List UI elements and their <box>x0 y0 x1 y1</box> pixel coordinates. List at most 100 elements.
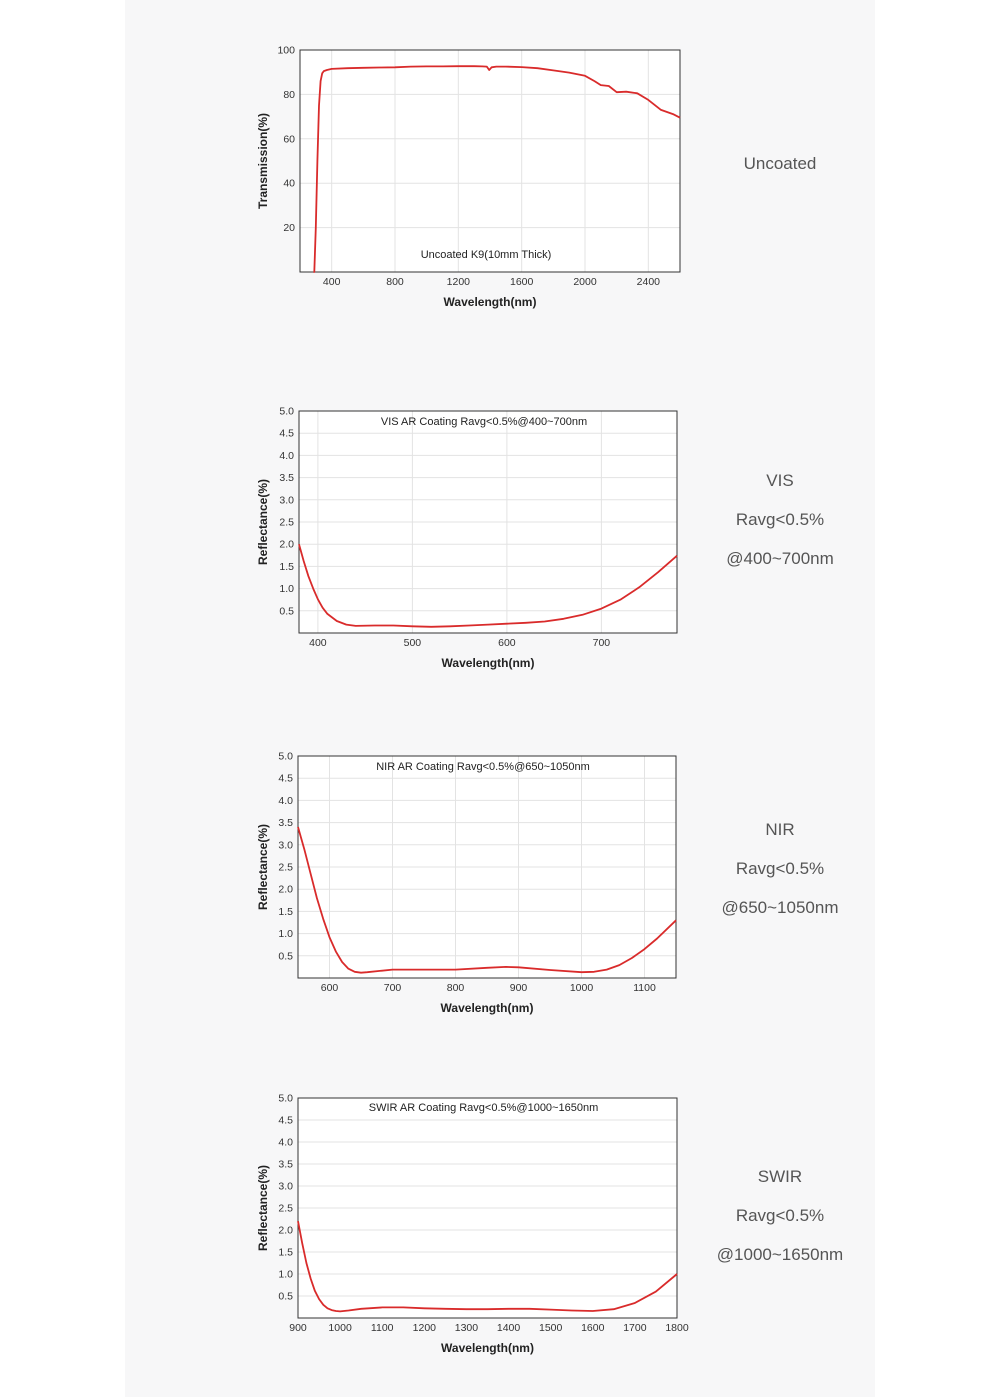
x-tick-label: 1700 <box>623 1322 647 1334</box>
y-tick-label: 4.5 <box>278 1115 293 1127</box>
plot-area <box>300 50 680 272</box>
y-tick-label: 0.5 <box>278 950 293 962</box>
x-tick-label: 800 <box>386 276 404 288</box>
y-tick-label: 20 <box>283 222 295 234</box>
x-tick-label: 400 <box>309 637 327 649</box>
y-tick-label: 0.5 <box>279 605 294 617</box>
chart-4: 0.5 1.0 1.5 2.0 2.5 3.0 3.5 4.0 4.5 5.0 900 1000 110… <box>256 1093 689 1356</box>
y-axis-label: Reflectance(%) <box>256 824 270 910</box>
x-tick-label: 700 <box>384 982 402 994</box>
y-tick-label: 3.0 <box>278 839 293 851</box>
side-label-swir: SWIR Ravg<0.5% @1000~1650nm <box>680 1165 880 1282</box>
x-tick-label: 2000 <box>573 276 597 288</box>
y-tick-label: 3.5 <box>279 472 294 484</box>
y-tick-label: 1.0 <box>279 583 294 595</box>
series-line <box>298 543 678 628</box>
x-axis-label: Wavelength(nm) <box>444 295 537 309</box>
x-tick-label: 700 <box>593 637 611 649</box>
series-line <box>313 65 681 273</box>
x-axis-label: Wavelength(nm) <box>441 1001 534 1015</box>
side-label-line: VIS <box>766 471 794 490</box>
y-tick-label: 1.5 <box>278 906 293 918</box>
y-tick-label: 4.0 <box>278 795 293 807</box>
y-tick-label: 5.0 <box>278 751 293 763</box>
x-tick-label: 1000 <box>328 1322 352 1334</box>
chart-title: SWIR AR Coating Ravg<0.5%@1000~1650nm <box>369 1102 598 1114</box>
x-tick-label: 1100 <box>633 982 656 994</box>
x-tick-label: 1400 <box>497 1322 521 1334</box>
x-tick-label: 1100 <box>371 1322 394 1334</box>
x-tick-label: 600 <box>321 982 339 994</box>
side-label-line: SWIR <box>757 1167 803 1186</box>
y-tick-label: 2.0 <box>278 884 293 896</box>
side-label-line: Ravg<0.5% <box>735 510 825 529</box>
x-tick-label: 1800 <box>665 1322 689 1334</box>
chart-title: VIS AR Coating Ravg<0.5%@400~700nm <box>381 416 587 428</box>
y-tick-label: 3.0 <box>279 494 294 506</box>
side-label-line: NIR <box>765 820 795 839</box>
y-axis-label: Reflectance(%) <box>256 479 270 565</box>
chart-title: Uncoated K9(10mm Thick) <box>421 249 552 261</box>
x-tick-label: 600 <box>498 637 516 649</box>
plot-frame <box>298 410 678 634</box>
y-tick-label: 5.0 <box>278 1093 293 1105</box>
x-tick-label: 1600 <box>581 1322 605 1334</box>
x-tick-label: 500 <box>404 637 422 649</box>
y-tick-label: 2.0 <box>279 539 294 551</box>
chart-title: NIR AR Coating Ravg<0.5%@650~1050nm <box>376 761 590 773</box>
y-tick-label: 1.0 <box>278 1269 293 1281</box>
y-tick-label: 5.0 <box>279 406 294 418</box>
plot-frame <box>297 755 677 979</box>
y-tick-label: 4.5 <box>278 773 293 785</box>
y-tick-label: 2.5 <box>278 1203 293 1215</box>
y-axis-label: Reflectance(%) <box>256 1165 270 1251</box>
y-tick-label: 3.5 <box>278 1159 293 1171</box>
x-tick-label: 1600 <box>510 276 534 288</box>
x-axis-label: Wavelength(nm) <box>442 656 535 670</box>
y-tick-label: 2.0 <box>278 1225 293 1237</box>
chart-1: 20 40 60 80 100 400 800 1200 1600 2000 2400 Uncoate… <box>256 45 681 309</box>
y-tick-label: 2.5 <box>279 517 294 529</box>
y-tick-label: 3.0 <box>278 1181 293 1193</box>
x-tick-label: 1500 <box>539 1322 563 1334</box>
side-label-uncoated: Uncoated <box>680 152 880 191</box>
x-tick-label: 800 <box>447 982 465 994</box>
chart-3: 0.5 1.0 1.5 2.0 2.5 3.0 3.5 4.0 4.5 5.0 600 700 800 9… <box>256 751 677 1015</box>
x-tick-label: 1000 <box>570 982 594 994</box>
chart-2: 0.5 1.0 1.5 2.0 2.5 3.0 3.5 4.0 4.5 5.0 400 500 600 7… <box>256 406 678 670</box>
side-label-line: Uncoated <box>743 154 817 173</box>
x-tick-label: 400 <box>323 276 341 288</box>
side-label-nir: NIR Ravg<0.5% @650~1050nm <box>680 818 880 935</box>
x-tick-label: 1200 <box>447 276 471 288</box>
y-tick-label: 40 <box>283 178 295 190</box>
y-tick-label: 100 <box>277 45 295 57</box>
x-tick-label: 900 <box>510 982 528 994</box>
x-tick-label: 2400 <box>637 276 661 288</box>
series-line <box>297 1221 678 1313</box>
side-label-vis: VIS Ravg<0.5% @400~700nm <box>680 469 880 586</box>
y-tick-label: 4.5 <box>279 428 294 440</box>
y-tick-label: 80 <box>283 89 295 101</box>
side-label-line: @1000~1650nm <box>716 1245 844 1264</box>
y-tick-label: 4.0 <box>278 1137 293 1149</box>
plot-frame <box>299 49 681 273</box>
y-tick-label: 2.5 <box>278 862 293 874</box>
side-label-line: Ravg<0.5% <box>735 859 825 878</box>
y-tick-label: 60 <box>283 133 295 145</box>
side-label-line: Ravg<0.5% <box>735 1206 825 1225</box>
y-tick-label: 3.5 <box>278 817 293 829</box>
y-tick-label: 1.5 <box>279 561 294 573</box>
plot-frame <box>297 1097 678 1319</box>
side-label-line: @400~700nm <box>726 549 834 568</box>
x-tick-label: 1200 <box>413 1322 437 1334</box>
x-tick-label: 900 <box>289 1322 307 1334</box>
y-tick-label: 1.5 <box>278 1247 293 1259</box>
y-tick-label: 4.0 <box>279 450 294 462</box>
series-line <box>297 826 677 974</box>
x-tick-label: 1300 <box>455 1322 479 1334</box>
y-tick-label: 1.0 <box>278 928 293 940</box>
x-axis-label: Wavelength(nm) <box>441 1341 534 1355</box>
y-tick-label: 0.5 <box>278 1291 293 1303</box>
y-axis-label: Transmission(%) <box>256 113 270 209</box>
